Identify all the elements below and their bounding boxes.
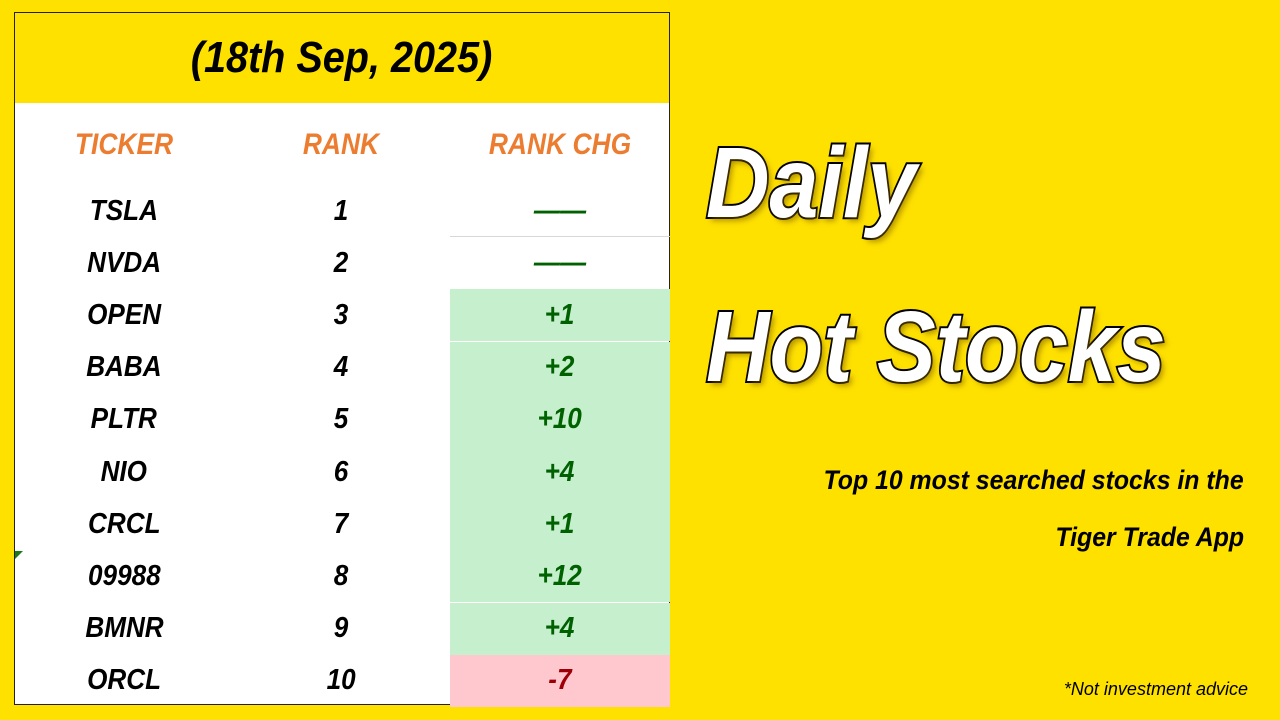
table-row: BABA 4 +2 xyxy=(15,341,670,394)
rank-cell: 5 xyxy=(233,394,449,446)
rank-cell: 6 xyxy=(233,446,449,498)
rank-cell: 3 xyxy=(233,289,449,341)
ticker-cell: NVDA xyxy=(15,237,233,289)
ticker-cell: ORCL xyxy=(15,655,233,707)
ticker-cell: CRCL xyxy=(15,498,233,550)
ticker-cell: TSLA xyxy=(15,185,233,237)
table-row: NVDA 2 —— xyxy=(15,237,670,289)
rank-change: +1 xyxy=(545,507,575,540)
rank-change-cell: -7 xyxy=(450,654,670,707)
rank: 7 xyxy=(333,507,349,540)
ticker: BMNR xyxy=(84,612,164,645)
rank-change: +4 xyxy=(545,455,575,488)
rank: 9 xyxy=(333,612,349,645)
disclaimer: *Not investment advice xyxy=(1063,679,1248,699)
rank-cell: 2 xyxy=(233,237,449,289)
rank-cell: 8 xyxy=(233,550,449,602)
rank-change: +2 xyxy=(545,351,575,384)
table-row: OPEN 3 +1 xyxy=(15,289,670,342)
rank-change: +10 xyxy=(537,403,583,436)
ticker-cell: PLTR xyxy=(15,394,233,446)
hot-stocks-table: (18th Sep, 2025) TICKER RANK RANK CHG TS… xyxy=(14,12,670,707)
subtitle-line-2: Tiger Trade App xyxy=(1055,522,1244,552)
ticker: CRCL xyxy=(87,507,161,540)
ticker-cell: OPEN xyxy=(15,289,233,341)
rank-cell: 10 xyxy=(233,655,449,707)
ticker: BABA xyxy=(86,351,162,384)
rank-change: +1 xyxy=(545,298,575,331)
rank: 6 xyxy=(333,455,349,488)
column-header-rank-change: RANK CHG xyxy=(488,128,632,161)
rank: 5 xyxy=(333,403,349,436)
table-row: TSLA 1 —— xyxy=(15,185,670,237)
column-header-rank: RANK xyxy=(302,128,380,161)
rank-cell: 1 xyxy=(233,185,449,237)
rank-change: —— xyxy=(533,194,587,227)
ticker: PLTR xyxy=(90,403,158,436)
date-label: (18th Sep, 2025) xyxy=(191,33,493,82)
ticker: TSLA xyxy=(89,194,159,227)
table-row: CRCL 7 +1 xyxy=(15,498,670,551)
rank: 4 xyxy=(333,351,349,384)
ticker: NIO xyxy=(100,455,148,488)
ticker-cell: BABA xyxy=(15,342,233,394)
rank-change-cell: +1 xyxy=(450,498,670,551)
ticker-cell: BMNR xyxy=(15,603,233,655)
column-header-ticker: TICKER xyxy=(74,128,174,161)
ticker: OPEN xyxy=(87,298,161,331)
rank-change-cell: —— xyxy=(450,185,670,237)
table-row: NIO 6 +4 xyxy=(15,446,670,498)
rank-change-cell: +10 xyxy=(450,393,670,446)
rank-change-cell: +4 xyxy=(450,602,670,655)
rank-change-cell: +4 xyxy=(450,446,670,498)
rank: 2 xyxy=(333,246,349,279)
row-divider xyxy=(450,236,670,237)
ticker-cell: 09988 xyxy=(15,550,233,602)
rank-change-cell: +2 xyxy=(450,341,670,394)
subtitle-line-1: Top 10 most searched stocks in the xyxy=(823,465,1244,495)
rank-change-cell: +1 xyxy=(450,289,670,342)
title-line-2: Hot Stocks xyxy=(704,291,1167,403)
ticker: 09988 xyxy=(87,559,161,592)
table-row: PLTR 5 +10 xyxy=(15,393,670,446)
rank-cell: 7 xyxy=(233,498,449,550)
rank-change-cell: —— xyxy=(450,237,670,289)
ticker: NVDA xyxy=(87,246,161,279)
ticker-cell: NIO xyxy=(15,446,233,498)
rank-cell: 4 xyxy=(233,342,449,394)
rank: 3 xyxy=(333,298,349,331)
table-row: ORCL 10 -7 xyxy=(15,654,670,707)
rank: 10 xyxy=(326,664,356,697)
rank-change: +4 xyxy=(545,612,575,645)
title-line-1: Daily xyxy=(704,127,918,239)
table-row: 09988 8 +12 xyxy=(15,550,670,603)
rank: 8 xyxy=(333,559,349,592)
rank-change: +12 xyxy=(537,559,583,592)
rank-change: -7 xyxy=(548,664,572,697)
date-banner: (18th Sep, 2025) xyxy=(15,13,669,103)
ticker: ORCL xyxy=(87,664,161,697)
rank-change: —— xyxy=(533,246,587,279)
rank-cell: 9 xyxy=(233,603,449,655)
rank: 1 xyxy=(333,194,349,227)
cell-comment-marker xyxy=(15,551,23,559)
table-row: BMNR 9 +4 xyxy=(15,602,670,655)
rank-change-cell: +12 xyxy=(450,550,670,603)
